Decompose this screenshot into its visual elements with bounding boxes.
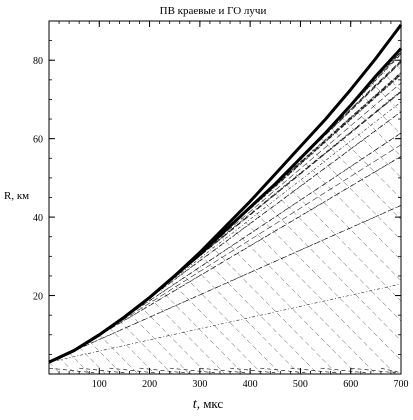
ray-line: [199, 367, 246, 374]
ray-lines: [48, 48, 402, 375]
ray-line: [390, 59, 402, 70]
ray-line: [280, 178, 402, 302]
ray-line: [109, 367, 155, 374]
ray-line: [109, 327, 156, 375]
ray-line: [330, 127, 402, 199]
ray-line: [260, 197, 402, 341]
y-tick-label: 80: [33, 56, 43, 67]
x-axis-label: t, мкс: [193, 396, 224, 412]
ray-line: [139, 367, 185, 374]
ray-line: [189, 90, 402, 264]
ray-line: [99, 144, 402, 336]
x-tick-label: 700: [394, 379, 409, 390]
ray-line: [139, 305, 208, 375]
ray-line: [169, 367, 215, 374]
ray-line: [129, 313, 190, 375]
ray-line: [119, 320, 173, 375]
ray-line: [380, 367, 402, 374]
ray-line: [68, 204, 402, 354]
ray-line: [300, 158, 402, 261]
ray-line: [179, 271, 281, 375]
ray-line: [270, 72, 402, 189]
chart-title: ПВ краевые и ГО лучи: [160, 5, 267, 17]
ray-line: [270, 188, 402, 322]
ray-line: [360, 93, 402, 135]
ray-line: [159, 288, 244, 375]
ray-line: [78, 347, 106, 375]
ray-line: [48, 367, 95, 374]
ray-line: [370, 81, 402, 113]
y-tick-label: 20: [33, 292, 43, 303]
ray-line: [260, 367, 306, 374]
x-tick-label: 100: [92, 379, 107, 390]
ray-line: [179, 91, 402, 272]
ray-line: [290, 367, 336, 374]
ray-line: [58, 357, 76, 375]
ray-line: [229, 225, 377, 375]
x-tick-label: 400: [243, 379, 258, 390]
ray-line: [340, 116, 402, 178]
ray-line: [79, 156, 402, 348]
ray-line: [320, 367, 366, 374]
ray-line: [219, 235, 357, 375]
ray-line: [320, 137, 402, 220]
ray-line: [350, 105, 402, 157]
y-tick-label: 40: [33, 213, 43, 224]
y-tick-label: 60: [33, 135, 43, 146]
ray-line: [199, 254, 319, 375]
x-axis-variable: t: [193, 397, 198, 412]
x-tick-label: 200: [142, 379, 157, 390]
ray-line: [239, 216, 396, 375]
y-axis-label: R, км: [4, 190, 29, 202]
plot-frame: [48, 20, 402, 375]
ray-line: [149, 297, 226, 375]
ray-line: [229, 73, 402, 227]
ray-line: [139, 111, 402, 306]
ray-line: [189, 262, 300, 375]
series-line: [48, 47, 403, 364]
ray-line: [310, 60, 402, 149]
ray-line: [79, 367, 125, 374]
x-tick-label: 300: [192, 379, 207, 390]
ray-line: [290, 168, 402, 281]
x-axis-unit: , мкс: [197, 396, 224, 411]
ray-line: [48, 283, 402, 363]
series-line: [48, 23, 403, 364]
ray-line: [48, 362, 61, 375]
ray-line: [229, 367, 276, 374]
axis-ticks: 100 200 300 400 500 600 700 20 40 60 80: [33, 20, 409, 390]
ray-line: [169, 91, 402, 281]
ray-line: [380, 70, 402, 91]
ray-line: [249, 207, 402, 361]
ray-line: [149, 101, 402, 298]
ray-line: [58, 205, 402, 358]
x-tick-label: 600: [343, 379, 358, 390]
ray-line: [129, 111, 402, 314]
ray-line: [209, 244, 338, 375]
ray-line: [119, 132, 402, 321]
x-tick-label: 500: [293, 379, 308, 390]
ray-line: [169, 280, 263, 375]
ray-line: [310, 147, 402, 241]
ray-line: [89, 155, 402, 342]
ray-line: [350, 367, 397, 374]
ray-line: [68, 352, 91, 375]
series-lines: [48, 23, 403, 364]
ray-line: [99, 334, 139, 375]
ray-line: [199, 82, 402, 255]
ray-line: [159, 91, 402, 290]
